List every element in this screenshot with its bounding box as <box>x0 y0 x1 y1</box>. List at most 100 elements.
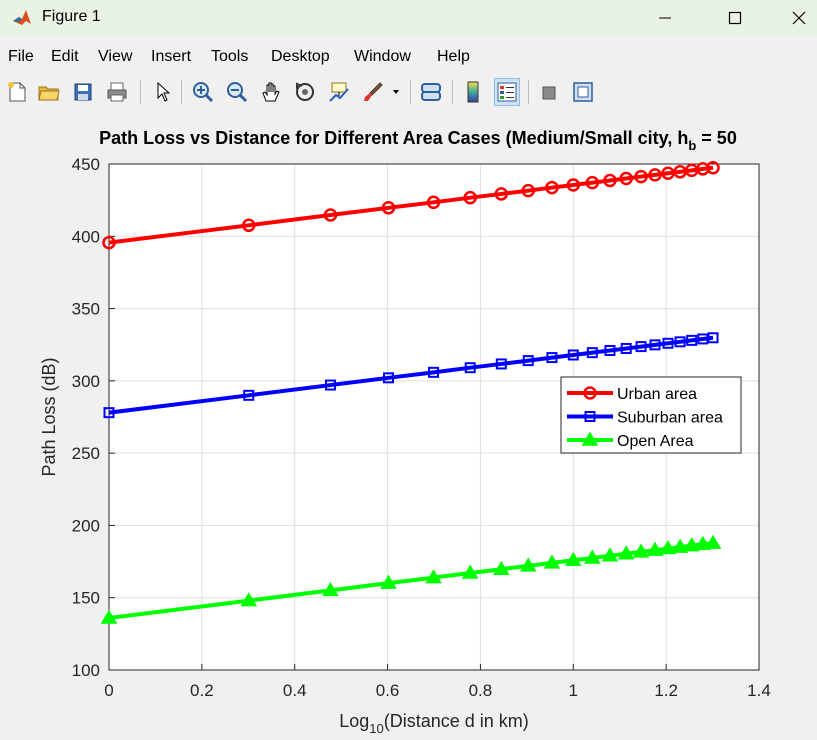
data-point-square <box>546 352 558 364</box>
menu-help[interactable]: Help <box>437 48 470 65</box>
menu-insert[interactable]: Insert <box>151 48 192 65</box>
legend[interactable]: Urban area Suburban area Open Area <box>560 376 742 454</box>
data-point-triangle <box>659 540 677 555</box>
menu-desktop[interactable]: Desktop <box>271 48 330 65</box>
menu-file[interactable]: File <box>8 48 34 65</box>
print-button[interactable] <box>104 78 130 106</box>
x-axis-label: Log10(Distance d in km) <box>339 711 529 736</box>
zoom-in-icon <box>193 82 214 103</box>
select-arrow-button[interactable] <box>150 78 176 106</box>
data-point-circle <box>381 201 396 215</box>
menu-bar: File Edit View Insert Tools Desktop Wind… <box>0 40 817 72</box>
insert-legend-button[interactable] <box>494 78 520 106</box>
data-point-triangle <box>425 569 442 584</box>
minimize-icon <box>659 17 671 19</box>
menu-tools[interactable]: Tools <box>211 48 249 65</box>
data-point-circle <box>619 171 633 186</box>
save-button[interactable] <box>70 78 96 106</box>
new-figure-button[interactable] <box>4 78 30 106</box>
hide-plot-tools-button[interactable] <box>536 78 562 106</box>
toolbar-separator <box>181 80 182 104</box>
series-line <box>108 335 714 415</box>
data-point-square <box>584 411 596 422</box>
data-point-square <box>586 347 598 359</box>
maximize-icon <box>728 11 742 25</box>
data-cursor-icon <box>329 82 349 102</box>
data-point-circle <box>603 173 617 188</box>
series-urban-area <box>102 161 720 250</box>
hide-plot-tools-icon <box>542 86 556 100</box>
brush-dropdown-button[interactable] <box>388 78 404 106</box>
zoom-in-button[interactable] <box>190 78 216 106</box>
insert-colorbar-button[interactable] <box>460 78 486 106</box>
toolbar-separator <box>140 80 141 104</box>
data-point-triangle <box>380 574 397 589</box>
data-point-triangle <box>617 545 635 560</box>
data-point-circle <box>426 195 441 210</box>
save-icon <box>74 83 92 101</box>
data-cursor-button[interactable] <box>326 78 352 106</box>
open-file-button[interactable] <box>36 78 62 106</box>
data-point-triangle <box>581 431 599 446</box>
data-point-circle <box>521 183 535 198</box>
data-point-triangle <box>100 609 118 624</box>
data-point-triangle <box>519 557 537 572</box>
data-point-triangle <box>704 534 722 549</box>
y-tick-label: 450 <box>72 155 100 174</box>
window-title-bar: Figure 1 <box>0 0 817 36</box>
data-point-square <box>522 355 534 367</box>
data-point-triangle <box>322 581 339 597</box>
menu-window[interactable]: Window <box>354 48 411 65</box>
menu-edit[interactable]: Edit <box>51 48 79 65</box>
figure-canvas: Path Loss vs Distance for Different Area… <box>0 112 817 740</box>
series-open-area <box>100 534 722 624</box>
figure-toolbar <box>0 74 817 110</box>
data-point-square <box>604 344 616 356</box>
rotate-3d-button[interactable] <box>292 78 318 106</box>
print-icon <box>107 82 127 102</box>
data-point-square <box>567 349 579 361</box>
x-tick-labels: 0 0.2 0.4 0.6 0.8 1 1.2 1.4 <box>104 681 771 700</box>
open-file-icon <box>38 86 60 101</box>
menu-view[interactable]: View <box>98 48 133 65</box>
x-tick-label: 1.2 <box>654 681 678 700</box>
legend-label: Urban area <box>617 386 697 403</box>
x-tick-label: 0.4 <box>283 681 307 700</box>
data-point-square <box>707 332 719 344</box>
pan-button[interactable] <box>258 78 284 106</box>
data-point-circle <box>494 187 509 201</box>
x-tick-label: 0.8 <box>469 681 493 700</box>
data-point-square <box>324 379 336 391</box>
data-point-square <box>464 362 476 374</box>
series-suburban-area <box>103 332 719 419</box>
data-point-circle <box>648 168 662 182</box>
data-point-circle <box>585 175 600 190</box>
zoom-out-button[interactable] <box>224 78 250 106</box>
brush-button[interactable] <box>360 78 386 106</box>
data-point-square <box>103 407 115 419</box>
legend-label: Suburban area <box>617 410 723 427</box>
close-button[interactable] <box>774 0 817 36</box>
y-tick-label: 200 <box>72 516 100 535</box>
select-arrow-icon <box>157 81 171 102</box>
data-point-circle <box>545 180 559 195</box>
minimize-button[interactable] <box>640 0 690 36</box>
data-point-triangle <box>683 537 700 552</box>
x-tick-label: 1 <box>569 681 578 700</box>
data-point-circle <box>706 161 720 175</box>
maximize-button[interactable] <box>710 0 760 36</box>
window-title: Figure 1 <box>42 8 101 25</box>
show-plot-tools-button[interactable] <box>570 78 596 106</box>
insert-colorbar-icon <box>467 81 479 103</box>
data-point-circle <box>566 178 581 192</box>
new-figure-icon <box>8 82 26 102</box>
data-point-circle <box>634 169 648 184</box>
data-point-square <box>686 334 698 346</box>
data-point-triangle <box>493 560 510 575</box>
data-point-triangle <box>671 538 689 553</box>
data-point-triangle <box>584 549 601 564</box>
chart-title: Path Loss vs Distance for Different Area… <box>99 128 737 153</box>
close-icon <box>792 11 806 25</box>
link-plot-button[interactable] <box>418 78 444 106</box>
data-point-square <box>649 339 661 351</box>
